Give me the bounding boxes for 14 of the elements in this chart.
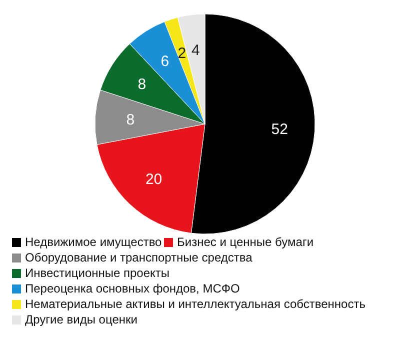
legend-label: Нематериальные активы и интеллектуальная собственность (25, 297, 366, 311)
data-label: 2 (178, 45, 186, 62)
data-label: 8 (126, 112, 135, 129)
data-label: 6 (160, 53, 170, 70)
legend-label: Переоценка основных фондов, МСФО (25, 282, 240, 296)
data-label: 8 (138, 76, 146, 94)
legend-label: Другие виды оценки (25, 312, 138, 326)
data-label: 20 (145, 170, 162, 188)
data-label: 4 (191, 42, 200, 60)
legend-label: Инвестиционные проекты (25, 266, 170, 280)
data-label: 52 (271, 120, 288, 138)
legend-label: Оборудование и транспортные средства (25, 250, 253, 264)
legend-label: Бизнес и ценные бумаги (177, 235, 314, 249)
legend-label: Недвижимое имущество (25, 235, 162, 249)
